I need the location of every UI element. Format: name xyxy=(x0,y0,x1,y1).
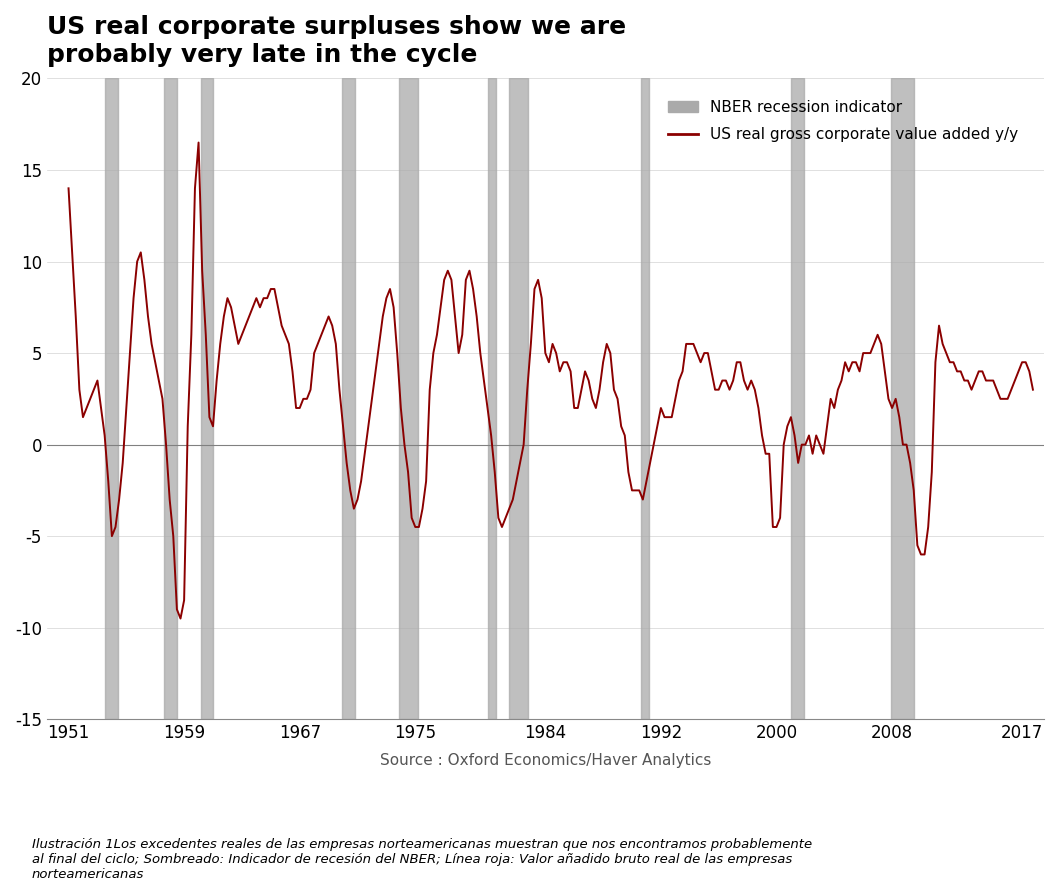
Bar xyxy=(202,78,213,719)
X-axis label: Source : Oxford Economics/Haver Analytics: Source : Oxford Economics/Haver Analytic… xyxy=(379,753,710,768)
Bar xyxy=(640,78,649,719)
Text: US real corporate surpluses show we are
probably very late in the cycle: US real corporate surpluses show we are … xyxy=(47,15,626,67)
Bar xyxy=(399,78,418,719)
Bar xyxy=(487,78,496,719)
Bar xyxy=(105,78,118,719)
Bar xyxy=(509,78,528,719)
Text: Ilustración 1Los excedentes reales de las empresas norteamericanas muestran que : Ilustración 1Los excedentes reales de la… xyxy=(32,838,812,881)
Legend: NBER recession indicator, US real gross corporate value added y/y: NBER recession indicator, US real gross … xyxy=(660,93,1026,150)
Bar xyxy=(791,78,804,719)
Bar xyxy=(342,78,355,719)
Bar xyxy=(891,78,913,719)
Bar xyxy=(164,78,177,719)
